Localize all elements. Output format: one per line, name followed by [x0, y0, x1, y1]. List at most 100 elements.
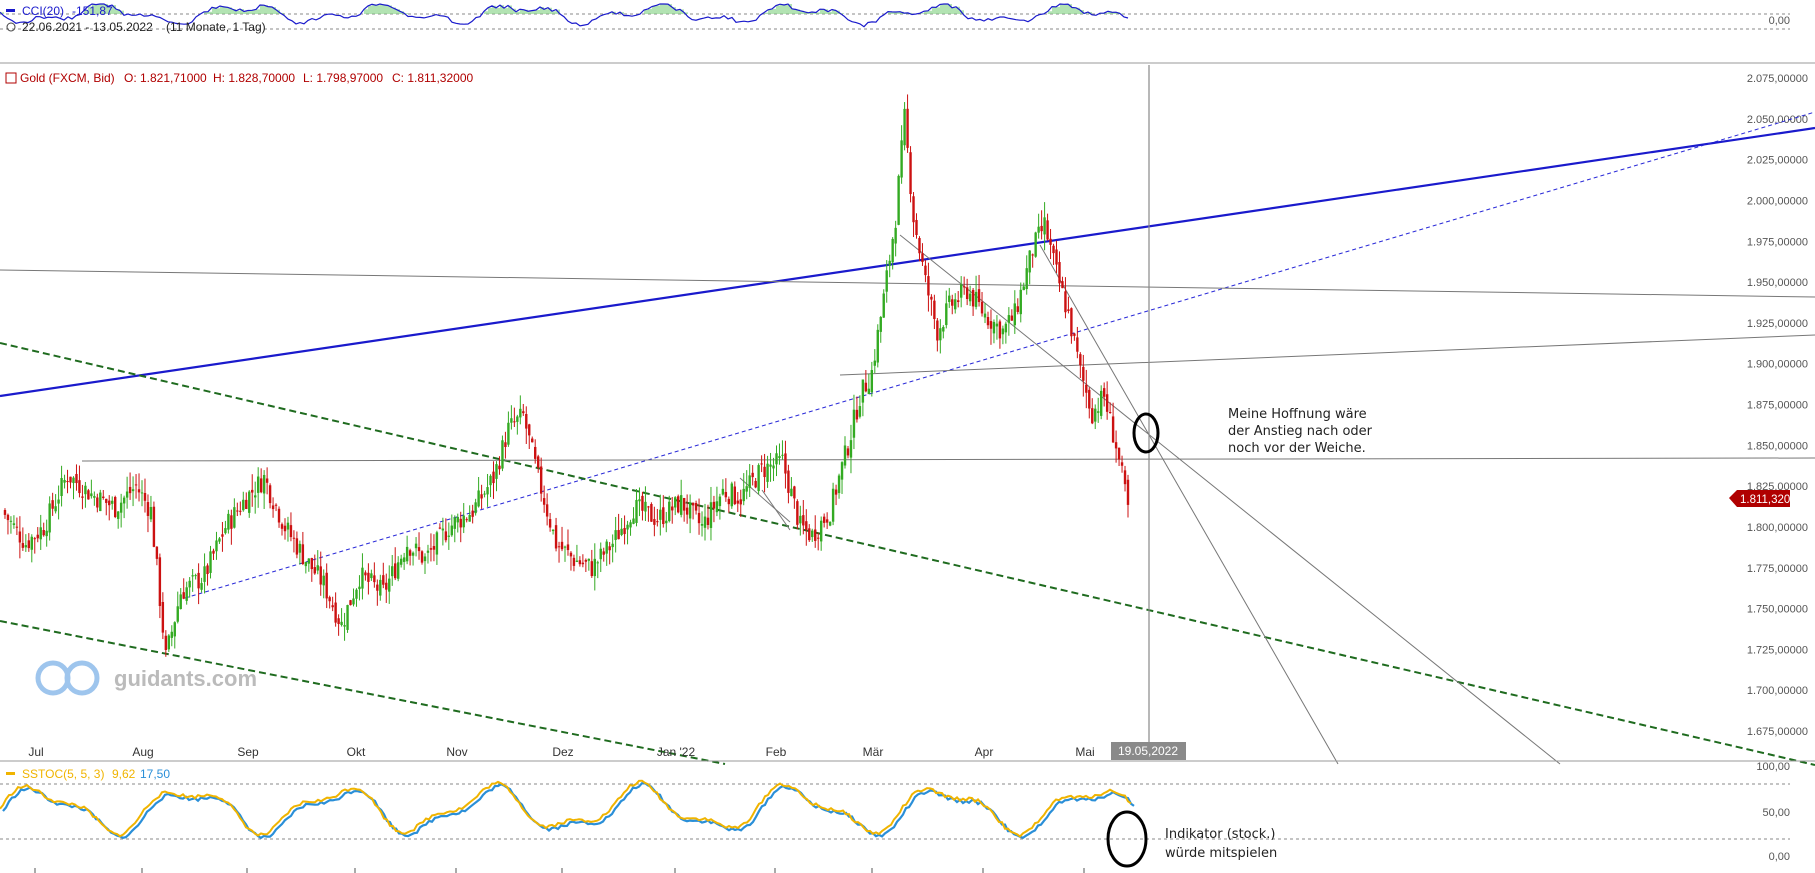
candle-body: [721, 488, 725, 495]
candle-body: [772, 465, 775, 469]
stoch-tick-50: 50,00: [1762, 807, 1790, 819]
candle-body: [861, 379, 865, 403]
candle-body: [534, 446, 537, 459]
candle-body: [170, 631, 173, 638]
candle-body: [408, 550, 412, 556]
cci-legend-swatch: [6, 9, 15, 12]
candle-body: [459, 518, 462, 528]
candle-body: [3, 510, 7, 515]
candle-body: [242, 499, 245, 511]
month-label: Apr: [975, 745, 994, 759]
candle-body: [292, 537, 296, 539]
candle-body: [45, 530, 48, 537]
candle-body: [224, 528, 227, 534]
candle-body: [924, 265, 927, 276]
month-label: Feb: [766, 745, 787, 759]
candle-body: [858, 406, 862, 417]
candle-body: [790, 488, 793, 497]
candle-body: [128, 486, 132, 494]
candle-body: [259, 478, 263, 493]
candle-body: [63, 479, 66, 483]
candle-body: [1076, 337, 1079, 352]
candle-body: [745, 486, 748, 492]
candle-body: [611, 543, 614, 548]
candle-body: [662, 507, 665, 525]
candle-body: [954, 299, 957, 310]
cci-pane: 0,00 CCI(20) -151,87 22.06.2021 - 13.05.…: [0, 3, 1815, 64]
candle-body: [852, 409, 856, 438]
candle-body: [691, 502, 695, 506]
candle-body: [385, 582, 388, 590]
cci-value: -151,87: [72, 4, 113, 18]
candle-body: [879, 317, 882, 332]
candle-body: [525, 414, 528, 429]
candle-body: [39, 527, 42, 540]
candle-body: [146, 502, 150, 516]
candle-body: [784, 453, 787, 474]
candle-body: [539, 466, 543, 494]
gray-line-fan2: [1039, 244, 1339, 765]
candle-body: [268, 485, 272, 504]
candle-body: [1102, 388, 1106, 397]
candle-body: [18, 531, 22, 543]
candle-body: [676, 496, 680, 513]
candle-body: [149, 506, 153, 520]
price-tick-label: 1.875,00000: [1747, 400, 1808, 412]
candle-body: [492, 471, 495, 484]
candle-body: [167, 635, 171, 650]
candle-body: [1019, 289, 1022, 315]
blue-dashed-trendline: [184, 111, 1815, 599]
candle-body: [507, 422, 510, 445]
candle-body: [33, 538, 36, 540]
candle-body: [444, 531, 448, 541]
candle-body: [638, 499, 641, 502]
candle-body: [105, 498, 108, 503]
candle-body: [1123, 470, 1127, 485]
candle-body: [1031, 254, 1034, 256]
candle-body: [1091, 408, 1094, 424]
candle-body: [805, 521, 808, 530]
candle-body: [477, 490, 480, 507]
candle-body: [551, 529, 555, 532]
candle-body: [602, 551, 605, 555]
candle-body: [411, 552, 415, 556]
cci-label: CCI(20): [22, 4, 64, 18]
ohlc-high: H: 1.828,70000: [213, 71, 295, 85]
candle-body: [897, 175, 900, 225]
green-dashed-lower: [0, 620, 726, 765]
candle-body: [563, 546, 567, 548]
candle-body: [399, 558, 403, 565]
candle-body: [959, 284, 963, 298]
candle-body: [6, 514, 10, 521]
candle-body: [1085, 384, 1088, 393]
candle-body: [66, 481, 69, 483]
hope-circle: [1132, 412, 1160, 454]
candle-body: [200, 583, 203, 590]
candle-body: [983, 313, 987, 318]
candle-body: [799, 515, 802, 524]
candle-body: [682, 498, 686, 511]
candle-body: [921, 253, 924, 263]
month-label: Mai: [1075, 745, 1094, 759]
candle-body: [501, 440, 504, 469]
candle-body: [24, 545, 28, 548]
candle-body: [352, 598, 355, 605]
candle-body: [194, 575, 197, 577]
price-tick-label: 1.925,00000: [1747, 318, 1808, 330]
candle-body: [274, 504, 278, 506]
month-label: Nov: [446, 745, 467, 759]
crosshair-date: 19.05,2022: [1118, 744, 1178, 758]
candle-body: [1034, 232, 1037, 257]
candle-body: [817, 537, 820, 539]
watermark-text: guidants.com: [114, 666, 257, 691]
candle-body: [60, 478, 63, 497]
candle-body: [87, 490, 90, 500]
hope-note-line3: noch vor der Weiche.: [1228, 441, 1366, 456]
instrument-label: Gold (FXCM, Bid): [20, 71, 115, 85]
candle-body: [173, 622, 176, 637]
candle-body: [230, 515, 233, 529]
month-label: Aug: [132, 745, 153, 759]
candle-body: [867, 388, 871, 395]
candle-body: [203, 566, 206, 582]
candle-body: [703, 516, 707, 528]
